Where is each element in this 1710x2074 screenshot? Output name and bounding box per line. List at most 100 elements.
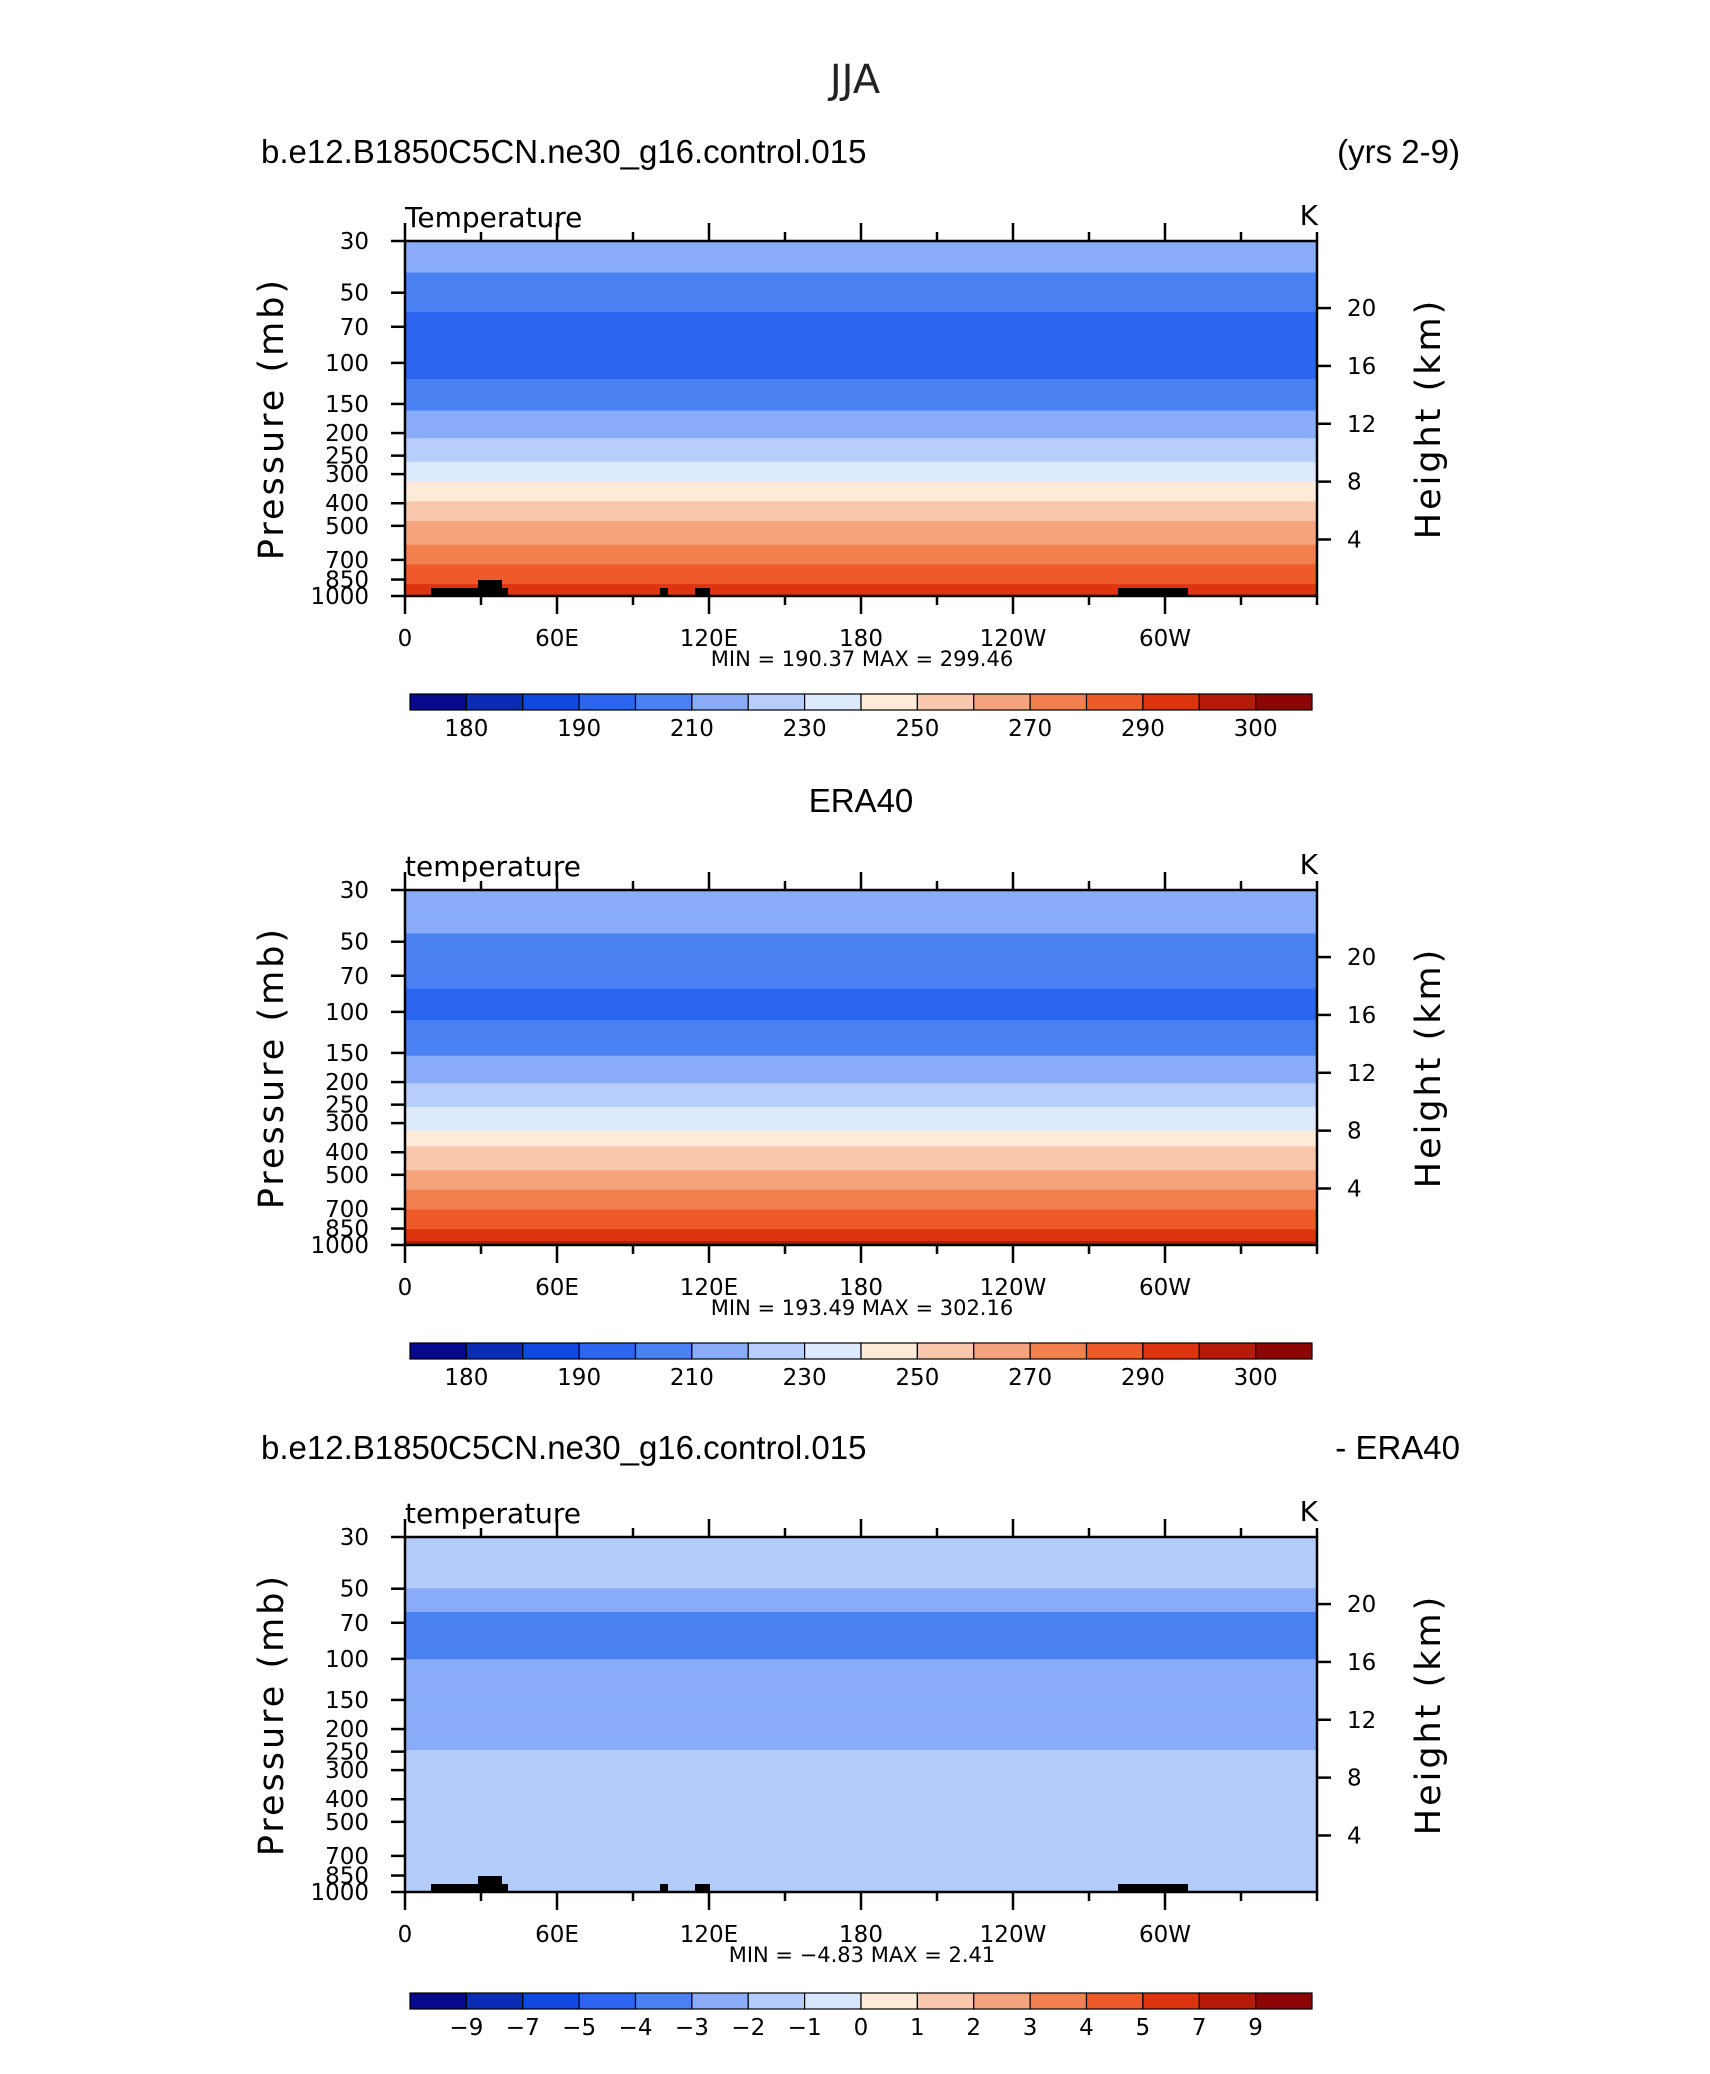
data-band — [405, 248, 1317, 254]
colorbar-box — [916, 1342, 975, 1360]
data-band — [405, 1880, 1317, 1885]
data-band — [405, 1824, 1317, 1830]
y2-tick-label: 16 — [1347, 354, 1376, 380]
data-band — [405, 1872, 1317, 1877]
data-band — [405, 1805, 1317, 1810]
data-band — [405, 1197, 1317, 1203]
data-band — [405, 1225, 1317, 1230]
data-band — [405, 367, 1317, 372]
data-band — [405, 1813, 1317, 1818]
colorbar-box — [860, 1342, 918, 1360]
colorbar-box — [860, 1992, 918, 2010]
data-band — [405, 315, 1317, 321]
data-band — [405, 1856, 1317, 1862]
colorbar-label: −5 — [562, 2015, 596, 2041]
data-band — [405, 457, 1317, 463]
colorbar-label: 290 — [1121, 1365, 1165, 1391]
data-band — [405, 1730, 1317, 1735]
data-band — [405, 272, 1317, 278]
colorbar-label: 230 — [783, 1365, 827, 1391]
y-tick-label: 400 — [325, 491, 369, 517]
topography — [660, 1884, 668, 1892]
colorbar-label: 250 — [895, 1365, 939, 1391]
data-band — [405, 394, 1317, 400]
x-tick-label: 60E — [535, 1922, 579, 1948]
units-label: K — [1300, 1495, 1319, 1528]
panel-model-title: b.e12.B1850C5CN.ne30_g16.control.015 — [261, 133, 866, 170]
variable-label: Temperature — [404, 201, 582, 234]
stats-label: MIN = 190.37 MAX = 299.46 — [711, 647, 1013, 671]
colorbar-label: 180 — [444, 716, 488, 742]
data-band — [405, 536, 1317, 542]
data-band — [405, 1643, 1317, 1649]
colorbar-box — [409, 1342, 467, 1360]
data-band — [405, 1580, 1317, 1585]
y2-tick-label: 20 — [1347, 1592, 1376, 1618]
data-band — [405, 576, 1317, 581]
data-band — [405, 1142, 1317, 1147]
data-band — [405, 1797, 1317, 1802]
y-tick-label: 100 — [325, 1647, 369, 1673]
colorbar-label: 250 — [895, 716, 939, 742]
x-tick-label: 120W — [980, 1922, 1047, 1948]
data-band — [405, 1623, 1317, 1629]
data-band — [405, 937, 1317, 942]
y-tick-label: 200 — [325, 1070, 369, 1096]
data-band — [405, 1781, 1317, 1787]
colorbar-box — [465, 1992, 524, 2010]
data-band — [405, 1103, 1317, 1108]
x-tick-label: 60W — [1139, 1922, 1191, 1948]
data-band — [405, 1667, 1317, 1672]
data-band — [405, 1106, 1317, 1112]
colorbar-label: 1 — [910, 2015, 925, 2041]
data-band — [405, 1233, 1317, 1238]
data-band — [405, 548, 1317, 554]
data-band — [405, 1600, 1317, 1605]
data-band — [405, 1552, 1317, 1558]
topography — [431, 1884, 508, 1892]
data-band — [405, 1576, 1317, 1581]
data-band — [405, 450, 1317, 455]
colorbar-box — [578, 1342, 637, 1360]
colorbar-label: 2 — [966, 2015, 981, 2041]
y-tick-label: 150 — [325, 1688, 369, 1714]
data-band — [405, 588, 1317, 593]
y-tick-label: 50 — [340, 930, 369, 956]
data-band — [405, 1592, 1317, 1597]
data-band — [405, 1679, 1317, 1684]
y-tick-label: 500 — [325, 1163, 369, 1189]
data-band — [405, 469, 1317, 475]
data-band — [405, 1746, 1317, 1751]
colorbar-label: −1 — [788, 2015, 822, 2041]
data-band — [405, 572, 1317, 577]
data-band — [405, 1241, 1317, 1246]
data-band — [405, 1647, 1317, 1652]
y2-tick-label: 20 — [1347, 296, 1376, 322]
data-band — [405, 1572, 1317, 1578]
data-band — [405, 945, 1317, 950]
data-band — [405, 1773, 1317, 1779]
data-band — [405, 1051, 1317, 1057]
x-tick-label: 0 — [398, 626, 413, 652]
data-band — [405, 909, 1317, 915]
data-band — [405, 521, 1317, 526]
data-band — [405, 580, 1317, 585]
data-band — [405, 1742, 1317, 1747]
data-band — [405, 1706, 1317, 1712]
data-band — [405, 544, 1317, 550]
x-tick-label: 120W — [980, 626, 1047, 652]
data-band — [405, 438, 1317, 443]
data-band — [405, 1608, 1317, 1613]
data-band — [405, 568, 1317, 573]
y-tick-label: 300 — [325, 1758, 369, 1784]
data-band — [405, 1126, 1317, 1132]
y2-tick-label: 20 — [1347, 945, 1376, 971]
colorbar-box — [1085, 1342, 1144, 1360]
colorbar-box — [973, 1342, 1031, 1360]
stats-label: MIN = −4.83 MAX = 2.41 — [729, 1943, 996, 1967]
colorbar-box — [409, 1992, 467, 2010]
data-band — [405, 1548, 1317, 1554]
colorbar-box — [747, 693, 806, 711]
units-label: K — [1300, 199, 1319, 232]
